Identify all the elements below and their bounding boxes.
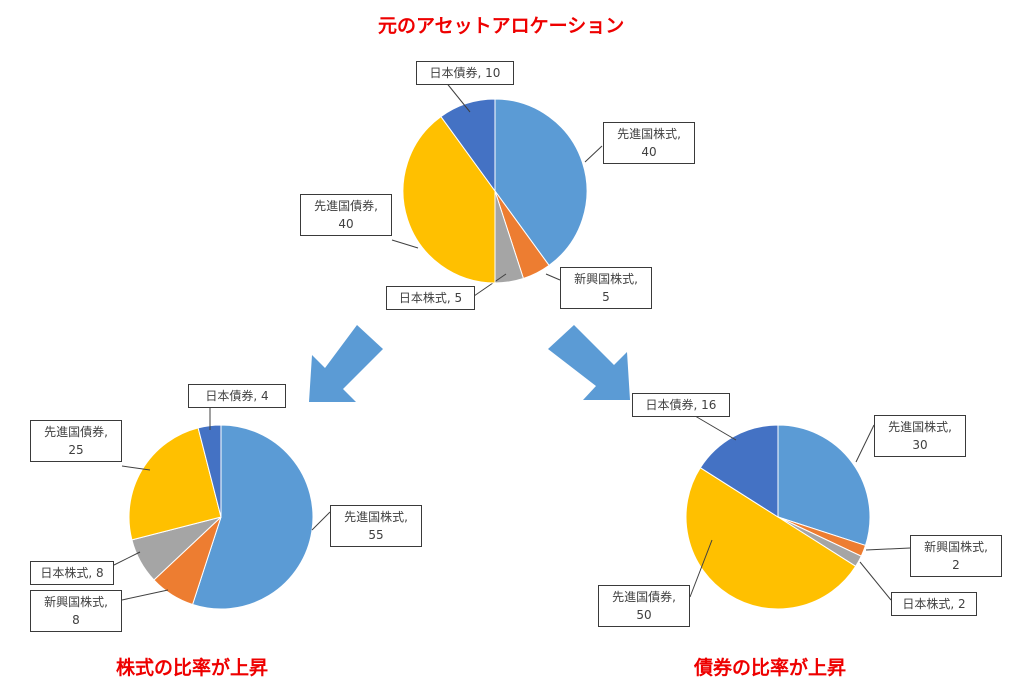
pie-1-slice-dev-stock: [191, 424, 314, 610]
pie-1-data-label-jp-bond: 日本債券, 4: [188, 384, 286, 408]
pie-1-data-label-jp-stock: 日本株式, 8: [30, 561, 114, 585]
pie-0-leader-jp-bond: [444, 80, 471, 113]
pie-1-leader-jp-stock: [113, 551, 141, 566]
pie-0-leader-em-stock: [545, 273, 561, 281]
arrow-down-right: [548, 325, 630, 400]
pie-0-data-label-dev-stock: 先進国株式, 40: [603, 122, 695, 164]
pie-0-data-label-jp-bond: 日本債券, 10: [416, 61, 514, 85]
pie-0-slice-dev-bond: [402, 115, 496, 284]
pie-2-data-label-jp-bond: 日本債券, 16: [632, 393, 730, 417]
pie-2-leader-jp-bond: [689, 412, 737, 441]
pie-0-leader-dev-stock: [584, 145, 603, 163]
pie-0-leader-jp-stock: [473, 273, 507, 297]
chart-title-stocks-up: 株式の比率が上昇: [116, 657, 269, 679]
pie-1-leader-dev-bond: [121, 465, 151, 471]
pie-2-leader-dev-bond: [689, 539, 713, 598]
pie-2-slice-jp-bond: [699, 424, 779, 518]
pie-1-slice-jp-bond: [197, 424, 222, 518]
pie-0-data-label-dev-bond: 先進国債券, 40: [300, 194, 392, 236]
pie-2-leader-em-stock: [865, 547, 911, 551]
pie-0-data-label-em-stock: 新興国株式, 5: [560, 267, 652, 309]
pie-2-data-label-dev-bond: 先進国債券, 50: [598, 585, 690, 627]
pie-1-slice-dev-bond: [128, 427, 222, 541]
pie-2-slice-dev-bond: [685, 467, 857, 610]
pie-2-leader-jp-stock: [859, 561, 892, 601]
arrow-down-left: [309, 325, 383, 402]
pie-2-data-label-dev-stock: 先進国株式, 30: [874, 415, 966, 457]
pie-1-leader-em-stock: [121, 589, 169, 601]
pie-1-data-label-dev-bond: 先進国債券, 25: [30, 420, 122, 462]
pie-0-data-label-jp-stock: 日本株式, 5: [386, 286, 475, 310]
pie-0-leader-dev-bond: [391, 239, 419, 249]
chart-title-original: 元のアセットアロケーション: [378, 15, 625, 37]
chart-title-bonds-up: 債券の比率が上昇: [694, 657, 847, 679]
pie-1-data-label-em-stock: 新興国株式, 8: [30, 590, 122, 632]
pie-1-data-label-dev-stock: 先進国株式, 55: [330, 505, 422, 547]
pie-0-slice-jp-bond: [440, 98, 496, 193]
pie-2-leader-dev-stock: [855, 424, 875, 463]
pie-2-data-label-em-stock: 新興国株式, 2: [910, 535, 1002, 577]
pie-0-slice-dev-stock: [494, 98, 588, 267]
pie-2-data-label-jp-stock: 日本株式, 2: [891, 592, 977, 616]
pie-2-slice-dev-stock: [777, 424, 871, 547]
pie-1-leader-dev-stock: [311, 511, 331, 531]
